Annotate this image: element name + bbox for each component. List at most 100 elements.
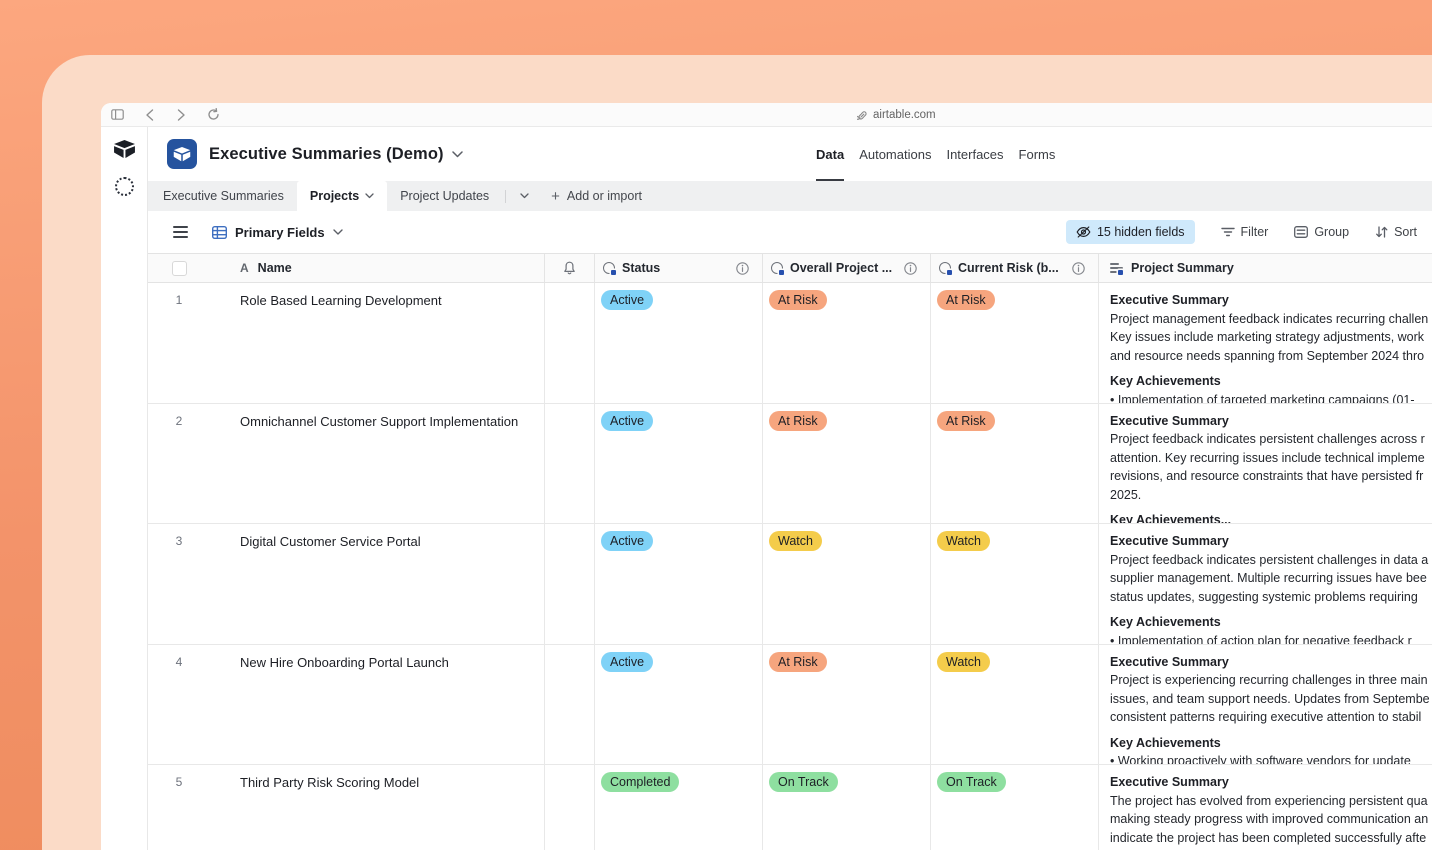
hidden-fields-button[interactable]: 15 hidden fields [1065,220,1195,244]
card-frame: airtable.com [42,55,1432,850]
cell-name[interactable]: New Hire Onboarding Portal Launch [210,644,545,764]
select-all-checkbox[interactable] [171,260,187,276]
row-number[interactable]: 3 [175,534,183,548]
dotted-circle-icon[interactable] [114,177,134,196]
status-badge: At Risk [769,290,827,310]
sidebar-toggle-icon[interactable] [110,108,124,122]
summary-line: issues, and team support needs. Updates … [1110,691,1430,706]
view-name: Primary Fields [235,224,325,240]
cell-current-risk[interactable]: Watch [931,644,1099,764]
nav-data[interactable]: Data [816,127,845,181]
table-row: 4 New Hire Onboarding Portal Launch Acti… [148,644,1432,765]
select-all-cell[interactable] [148,254,210,282]
cell-status[interactable]: Active [595,644,763,764]
cell-status[interactable]: Active [595,524,763,644]
column-header-overall-project[interactable]: Overall Project ... [763,254,931,282]
status-badge: Active [601,410,654,431]
column-header-current-risk[interactable]: Current Risk (b... [931,254,1099,282]
summary-line: Key issues include marketing strategy ad… [1110,330,1425,344]
cell-notifications[interactable] [545,283,595,403]
cell-name[interactable]: Digital Customer Service Portal [210,524,545,644]
base-logo-icon[interactable] [167,139,197,169]
tabs-dropdown[interactable] [509,181,540,211]
row-number[interactable]: 4 [175,654,183,669]
info-icon[interactable] [1072,261,1085,275]
nav-interfaces[interactable]: Interfaces [946,146,1004,162]
cell-overall-project[interactable]: At Risk [763,283,931,403]
cell-name[interactable]: Role Based Learning Development [210,283,545,403]
forward-arrow-icon[interactable] [174,108,188,122]
cell-project-summary[interactable]: Executive Summary Project is experiencing… [1099,645,1432,765]
summary-line: Project is experiencing recurring challe… [1110,673,1428,687]
add-or-import-button[interactable]: + Add or import [551,187,642,205]
cell-name[interactable]: Third Party Risk Scoring Model [210,765,545,850]
cell-status[interactable]: Active [595,283,763,403]
cell-current-risk[interactable]: At Risk [931,403,1099,523]
info-icon[interactable] [904,261,917,275]
single-select-ai-icon [771,262,784,275]
summary-line: • Working proactively with software vend… [1110,754,1411,764]
reload-icon[interactable] [206,108,220,122]
cell-project-summary[interactable]: Executive Summary Project feedback indica… [1099,404,1432,524]
view-switcher[interactable]: Primary Fields [212,225,343,240]
summary-heading: Key Achievements [1110,615,1221,629]
menu-icon[interactable] [173,226,188,238]
grid-rows: 1 Role Based Learning Development Active… [148,283,1432,850]
address-bar[interactable]: airtable.com [857,103,936,127]
row-number[interactable]: 5 [175,775,183,789]
cell-project-summary[interactable]: Executive Summary Project management feed… [1099,283,1432,403]
group-button[interactable]: Group [1294,225,1349,239]
cell-name-text: New Hire Onboarding Portal Launch [240,654,449,670]
cell-overall-project[interactable]: At Risk [763,403,931,523]
chevron-down-icon[interactable] [451,150,463,158]
row-number[interactable]: 1 [175,293,183,307]
summary-line: Project feedback indicates persistent ch… [1110,552,1429,567]
grid-view-icon [212,225,227,239]
column-header-notifications[interactable] [545,254,595,282]
summary-heading: Executive Summary [1110,293,1229,307]
single-select-ai-icon [603,262,616,275]
sort-button[interactable]: Sort [1375,225,1417,239]
filter-button[interactable]: Filter [1220,225,1268,239]
tab-executive-summaries[interactable]: Executive Summaries [163,189,284,203]
column-header-name[interactable]: A Name [210,254,545,282]
cell-current-risk[interactable]: Watch [931,524,1099,644]
cell-notifications[interactable] [545,524,595,644]
cell-overall-project[interactable]: At Risk [763,644,931,764]
nav-forms[interactable]: Forms [1018,146,1056,162]
column-header-project-summary[interactable]: Project Summary [1099,254,1432,282]
cell-current-risk[interactable]: At Risk [931,283,1099,403]
row-number[interactable]: 2 [175,413,183,428]
cell-name-text: Omnichannel Customer Support Implementat… [240,413,519,429]
table-row: 2 Omnichannel Customer Support Implement… [148,403,1432,524]
cell-notifications[interactable] [545,644,595,764]
cell-current-risk[interactable]: On Track [931,765,1099,850]
info-icon[interactable] [736,261,749,275]
cell-status[interactable]: Completed [595,765,763,850]
cell-overall-project[interactable]: Watch [763,524,931,644]
status-badge: At Risk [769,410,827,431]
table-row: 3 Digital Customer Service Portal Active… [148,524,1432,645]
tab-projects[interactable]: Projects [296,181,388,211]
back-arrow-icon[interactable] [142,108,156,122]
cell-name[interactable]: Omnichannel Customer Support Implementat… [210,403,545,523]
status-badge: Active [601,290,654,310]
nav-automations[interactable]: Automations [859,146,932,162]
group-icon [1294,226,1309,238]
status-badge: Watch [937,651,990,672]
table-row: 1 Role Based Learning Development Active… [148,283,1432,404]
view-toolbar: Primary Fields 15 hidden fields [148,211,1432,253]
status-badge: Watch [769,531,822,551]
cell-notifications[interactable] [545,765,595,850]
cell-project-summary[interactable]: Executive Summary Project feedback indica… [1099,524,1432,644]
tab-project-updates[interactable]: Project Updates [400,189,490,203]
cell-overall-project[interactable]: On Track [763,765,931,850]
cell-project-summary[interactable]: Executive Summary The project has evolved… [1099,765,1432,850]
status-badge: Active [601,651,654,672]
summary-line: • Implementation of action plan for nega… [1110,633,1412,644]
airtable-logo-icon[interactable] [113,140,136,159]
cell-status[interactable]: Active [595,403,763,523]
hidden-fields-label: 15 hidden fields [1096,225,1185,239]
column-header-status[interactable]: Status [595,254,763,282]
cell-notifications[interactable] [545,403,595,523]
